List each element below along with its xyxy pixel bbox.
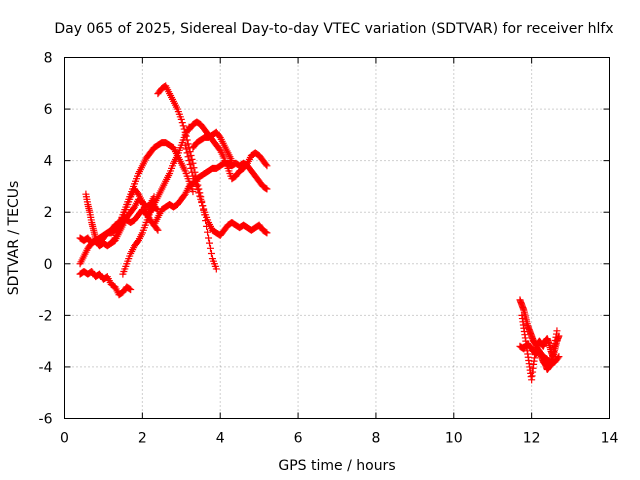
series-track-9 <box>181 141 271 239</box>
x-tick-label: 4 <box>216 431 225 447</box>
data-point <box>127 286 135 294</box>
data-point <box>200 205 208 213</box>
x-tick-label: 12 <box>523 431 541 447</box>
data-point <box>207 249 215 257</box>
x-tick-label: 6 <box>294 431 303 447</box>
y-tick-label: -6 <box>39 412 53 428</box>
tick-labels: 0 2 4 6 8 10 12 14 -6 -4 -2 0 2 4 6 8 <box>39 51 619 447</box>
data-point <box>263 162 271 170</box>
data-point <box>177 115 185 123</box>
data-point <box>193 182 201 190</box>
data-point <box>154 226 162 234</box>
data-point <box>179 122 187 130</box>
data-point <box>180 125 188 133</box>
y-tick-label: 8 <box>44 51 53 67</box>
data-point <box>206 244 214 252</box>
data-point <box>189 188 197 196</box>
series-track-14 <box>516 340 563 368</box>
data-point <box>199 202 207 210</box>
data-point <box>553 327 561 335</box>
y-tick-label: 2 <box>44 205 53 221</box>
x-tick-label: 2 <box>138 431 147 447</box>
data-point <box>195 189 203 197</box>
data-point <box>262 184 270 192</box>
y-tick-label: 6 <box>44 102 53 118</box>
series-track-11 <box>189 128 236 165</box>
data-point <box>184 153 192 161</box>
y-tick-label: 0 <box>44 257 53 273</box>
y-tick-label: 4 <box>44 154 53 170</box>
y-axis-label: SDTVAR / TECUs <box>6 181 22 296</box>
data-point <box>197 195 205 203</box>
data-point <box>153 225 161 233</box>
data-point <box>110 235 118 243</box>
data-point <box>263 229 271 237</box>
data-point <box>212 265 220 273</box>
chart-title: Day 065 of 2025, Sidereal Day-to-day VTE… <box>54 21 613 37</box>
y-tick-label: -4 <box>39 360 53 376</box>
data-point <box>182 132 190 140</box>
data-point <box>194 186 202 194</box>
data-point <box>126 285 134 293</box>
data-point <box>183 136 191 144</box>
axis-ticks <box>64 57 610 419</box>
series-track-13 <box>518 311 563 384</box>
x-tick-label: 0 <box>60 431 69 447</box>
x-tick-label: 14 <box>601 431 619 447</box>
data-point <box>186 161 194 169</box>
x-tick-label: 10 <box>445 431 463 447</box>
data-point <box>262 161 270 169</box>
data-point <box>196 192 204 200</box>
data-point <box>183 149 191 157</box>
data-point <box>185 157 193 165</box>
data-point <box>181 141 189 149</box>
data-points <box>76 82 563 384</box>
series-track-1 <box>76 268 135 299</box>
data-point <box>228 157 236 165</box>
data-point <box>198 199 206 207</box>
x-tick-label: 8 <box>371 431 380 447</box>
data-point <box>555 353 563 361</box>
data-point <box>205 234 213 242</box>
data-point <box>554 354 562 362</box>
data-point <box>188 168 196 176</box>
data-point <box>181 128 189 136</box>
x-axis-label: GPS time / hours <box>278 458 395 474</box>
data-point <box>187 164 195 172</box>
grid <box>64 57 610 419</box>
data-point <box>204 228 212 236</box>
data-point <box>263 185 271 193</box>
series-track-7 <box>150 159 271 229</box>
y-tick-label: -2 <box>39 308 53 324</box>
data-point <box>206 239 214 247</box>
data-point <box>555 332 563 340</box>
data-point <box>262 228 270 236</box>
data-point <box>178 119 186 127</box>
data-point <box>182 145 190 153</box>
data-point <box>153 205 161 213</box>
plot-frame <box>64 57 610 419</box>
